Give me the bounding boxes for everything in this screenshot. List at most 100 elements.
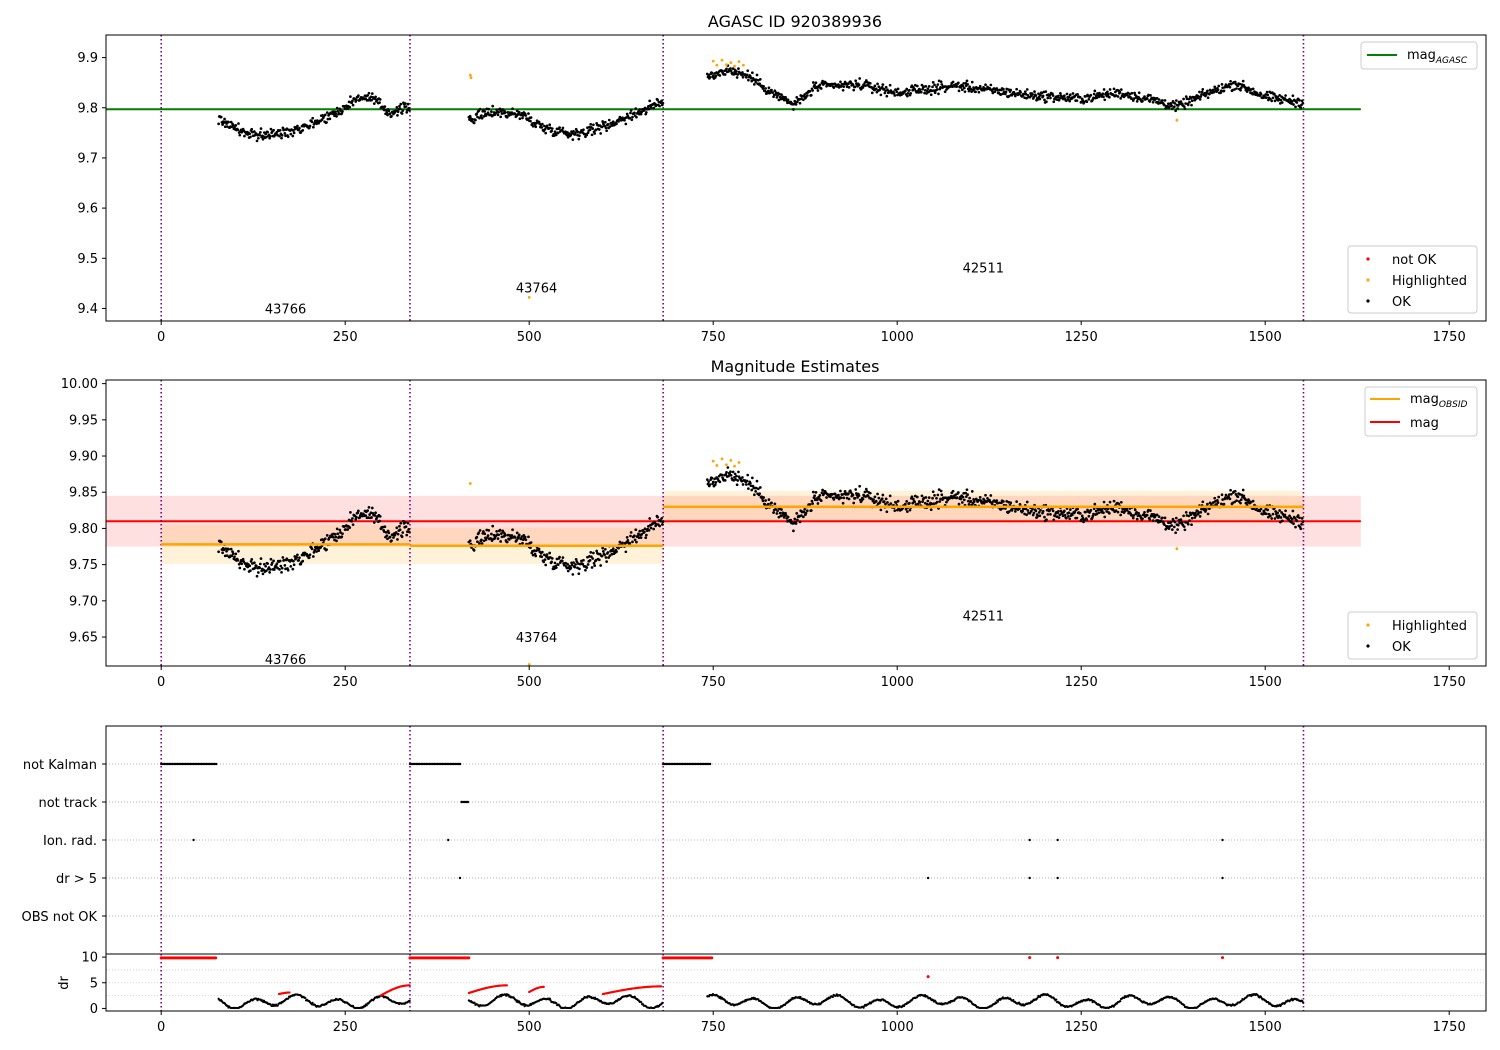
highlighted-point — [1175, 118, 1179, 122]
ok-point — [398, 107, 402, 111]
ok-point — [872, 86, 875, 90]
ok-point — [566, 569, 570, 573]
ok-point — [1117, 502, 1121, 506]
ok-point — [1247, 499, 1251, 503]
ok-point — [370, 506, 374, 510]
ok-point — [814, 81, 818, 85]
ok-point — [1145, 513, 1149, 517]
ok-point — [930, 89, 934, 93]
ok-point — [552, 567, 556, 571]
x-tick-label: 250 — [333, 675, 358, 690]
ok-point — [372, 102, 376, 105]
ok-point — [1084, 95, 1087, 98]
ok-point — [227, 547, 230, 551]
ok-point — [884, 89, 887, 93]
flag-point — [1056, 838, 1059, 842]
ok-point — [1058, 96, 1062, 100]
ok-point — [471, 118, 475, 121]
ok-point — [338, 528, 342, 532]
ok-point — [1206, 512, 1210, 516]
ok-point — [341, 532, 344, 536]
ok-point — [529, 116, 533, 119]
ok-point — [938, 500, 942, 503]
ok-point — [811, 81, 815, 84]
ok-point — [548, 123, 552, 127]
ok-point — [511, 528, 514, 532]
ok-point — [1169, 520, 1173, 524]
ok-point — [574, 558, 578, 561]
ok-point — [595, 549, 599, 553]
ok-point — [351, 103, 355, 107]
ok-point — [782, 515, 786, 519]
ok-point — [406, 102, 410, 106]
ok-point — [1025, 513, 1028, 517]
ok-point — [864, 495, 867, 498]
ok-point — [1009, 501, 1013, 505]
x-tick-label: 1750 — [1433, 675, 1466, 690]
ok-point — [395, 526, 399, 530]
ok-point — [1059, 509, 1063, 513]
ok-point — [1071, 92, 1075, 95]
ok-point — [264, 569, 268, 573]
ok-point — [635, 115, 638, 119]
ok-point — [656, 515, 659, 519]
ok-point — [1078, 95, 1082, 99]
ok-point — [1274, 510, 1278, 513]
ok-point — [773, 502, 777, 506]
ok-point — [1084, 510, 1087, 514]
dr-clipped-point — [710, 956, 714, 960]
dr-flagged-point — [408, 984, 411, 987]
panel-estimates: Magnitude Estimates 0 250 500 750 1000 1250 15… — [61, 357, 1487, 690]
ok-point — [1142, 513, 1146, 516]
ok-point — [874, 499, 878, 503]
ok-point — [857, 83, 861, 87]
ok-point — [1166, 521, 1170, 524]
ok-point — [607, 118, 611, 122]
ok-point — [217, 122, 220, 126]
obsid-label: 42511 — [963, 261, 1004, 276]
flag-row-label: not track — [38, 796, 97, 811]
ok-point — [1294, 105, 1297, 109]
ok-point — [476, 540, 479, 544]
ok-point — [959, 85, 963, 89]
ok-point — [611, 547, 615, 550]
ok-point — [571, 138, 575, 141]
ok-point — [843, 489, 847, 493]
ok-point — [1227, 82, 1231, 86]
ok-point — [384, 109, 388, 112]
ok-point — [524, 114, 528, 117]
ok-point — [517, 110, 521, 114]
ok-point — [257, 571, 260, 574]
ok-point — [643, 106, 647, 110]
ok-point — [1151, 100, 1155, 104]
ok-point — [795, 512, 799, 515]
dr-point — [276, 1004, 279, 1007]
x-tick-label: 250 — [333, 330, 358, 345]
ok-point — [585, 566, 589, 570]
ok-point — [718, 74, 722, 77]
ok-point — [378, 515, 382, 518]
ok-point — [951, 80, 955, 84]
ok-point — [533, 549, 536, 552]
ok-point — [989, 83, 993, 87]
ok-point — [367, 506, 371, 509]
ok-point — [776, 94, 779, 97]
ok-point — [865, 489, 869, 493]
ok-point — [278, 568, 281, 571]
ok-point — [798, 101, 802, 105]
ok-point — [711, 74, 715, 77]
y-tick-label: 9.6 — [77, 202, 98, 217]
ok-point — [268, 568, 272, 571]
ok-point — [868, 81, 872, 85]
ok-point — [480, 116, 484, 120]
ok-point — [1039, 93, 1042, 97]
x-tick-label: 1500 — [1249, 1020, 1282, 1035]
dr-point — [1119, 1000, 1122, 1003]
ok-point — [351, 523, 355, 527]
flag-row-label: dr > 5 — [56, 872, 97, 887]
ok-point — [1163, 103, 1166, 107]
panel-dr-ylabel: dr — [57, 976, 72, 990]
ok-point — [301, 129, 305, 132]
ok-point — [1241, 79, 1245, 83]
ok-point — [1166, 102, 1170, 106]
